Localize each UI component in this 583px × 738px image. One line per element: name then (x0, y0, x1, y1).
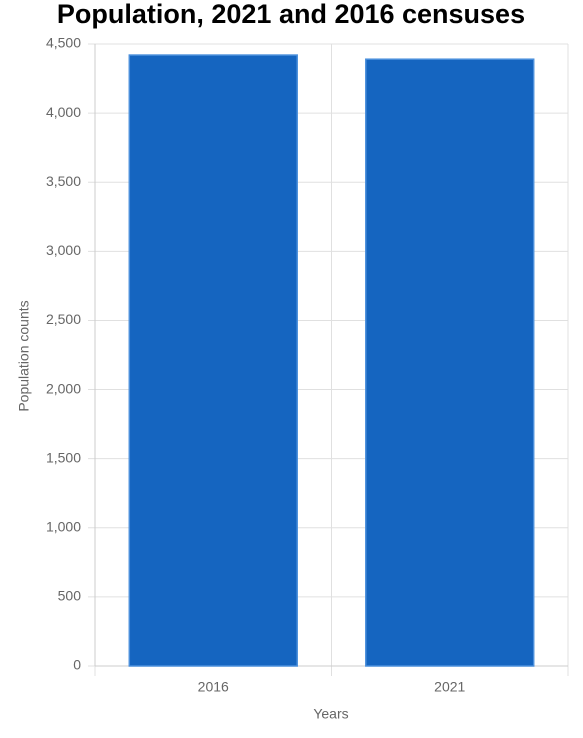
y-tick-label: 3,000 (46, 242, 81, 258)
y-tick-label: 4,500 (46, 35, 81, 51)
y-tick-label: 4,000 (46, 104, 81, 120)
x-axis-label: Years (313, 706, 348, 722)
y-tick-label: 3,500 (46, 173, 81, 189)
bar (128, 54, 298, 667)
y-tick-label: 0 (73, 657, 81, 673)
y-tick-label: 2,000 (46, 380, 81, 396)
chart-title: Population, 2021 and 2016 censuses (57, 0, 525, 29)
y-tick-label: 500 (58, 588, 82, 604)
x-tick-label: 2016 (198, 679, 229, 695)
bar (365, 58, 535, 667)
y-tick-label: 2,500 (46, 311, 81, 327)
y-tick-label: 1,500 (46, 449, 81, 465)
y-tick-label: 1,000 (46, 518, 81, 534)
x-tick-label: 2021 (434, 679, 465, 695)
y-axis-label: Population counts (16, 300, 32, 411)
